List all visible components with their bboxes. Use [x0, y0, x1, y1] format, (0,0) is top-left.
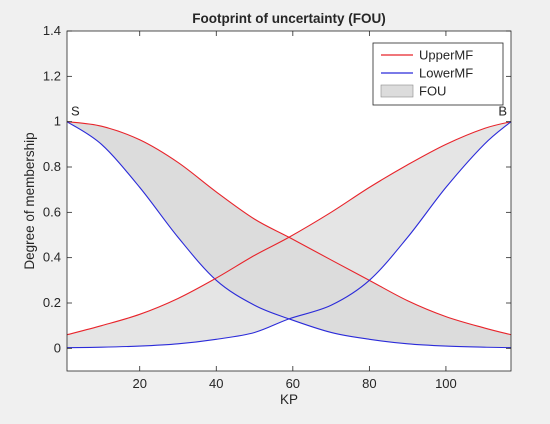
y-tick-label: 1: [54, 114, 61, 129]
x-tick-label: 60: [286, 376, 300, 391]
y-tick-label: 1.2: [43, 68, 61, 83]
legend-label-lowermf: LowerMF: [419, 66, 473, 81]
legend-label-uppermf: UpperMF: [419, 48, 473, 63]
x-tick-label: 20: [132, 376, 146, 391]
legend-swatch-fou: [380, 84, 414, 98]
y-tick-label: 1.4: [43, 23, 61, 38]
y-tick-label: 0: [54, 340, 61, 355]
y-tick-label: 0.2: [43, 295, 61, 310]
y-tick-label: 0.8: [43, 159, 61, 174]
annotation-s: S: [71, 104, 80, 119]
x-axis-label: KP: [280, 392, 298, 407]
y-axis-label: Degree of membership: [22, 132, 37, 269]
chart-title: Footprint of uncertainty (FOU): [192, 11, 385, 26]
upper-mf-b-curve: [66, 121, 512, 336]
lower-mf-b-curve: [66, 121, 512, 349]
fou-area-b: [67, 121, 511, 348]
y-tick-label: 0.6: [43, 204, 61, 219]
x-tick-label: 100: [435, 376, 457, 391]
x-tick-label: 40: [209, 376, 223, 391]
y-tick-label: 0.4: [43, 250, 61, 265]
axes-box: [66, 30, 512, 372]
annotation-b: B: [498, 104, 507, 119]
fou-area-s: [67, 121, 511, 348]
legend-label-fou: FOU: [419, 84, 446, 99]
x-tick-label: 80: [362, 376, 376, 391]
